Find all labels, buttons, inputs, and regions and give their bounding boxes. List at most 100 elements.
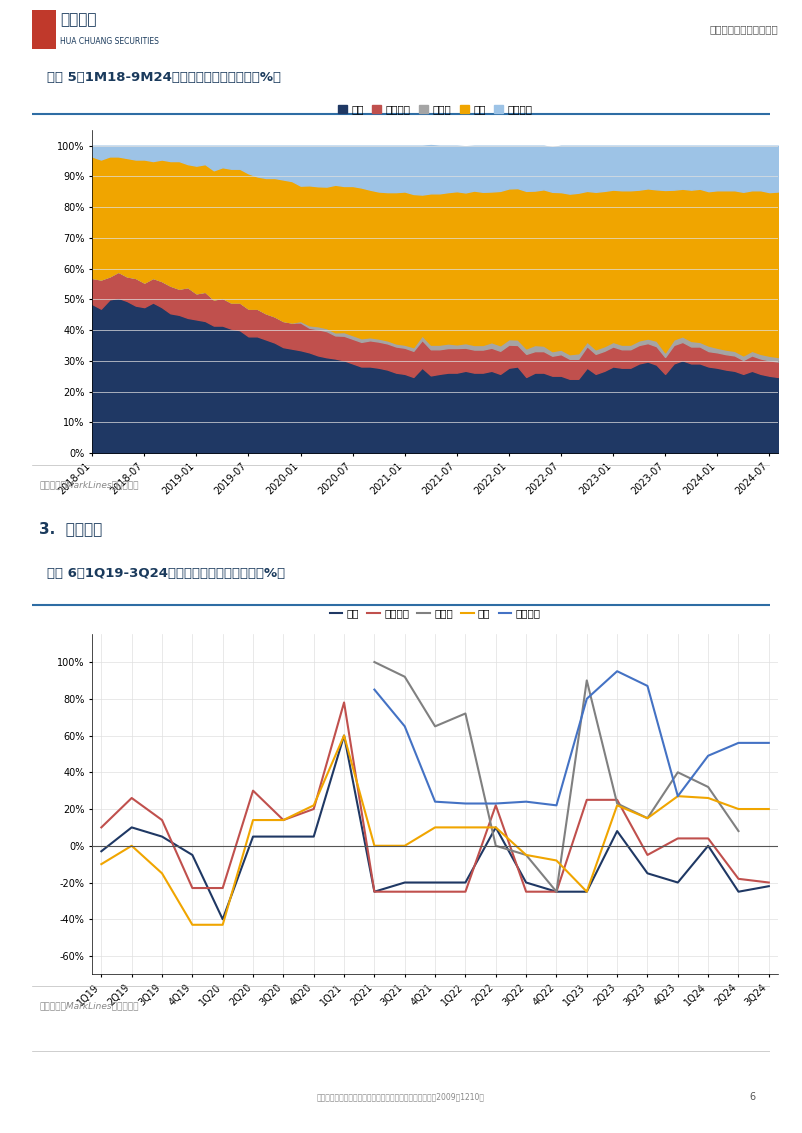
合资 [188, 849, 197, 862]
自主 [157, 867, 167, 880]
自主豪华 [370, 683, 379, 697]
Text: 资料来源：MarkLines、华创证券: 资料来源：MarkLines、华创证券 [39, 480, 139, 489]
自主 [400, 838, 410, 852]
合资 [612, 825, 622, 838]
自主 [430, 820, 439, 834]
Text: 华创证券: 华创证券 [60, 12, 97, 27]
Legend: 合资, 合资豪华, 特斯拉, 自主, 自主豪华: 合资, 合资豪华, 特斯拉, 自主, 自主豪华 [326, 604, 545, 622]
合资 [734, 885, 743, 898]
合资豪华 [249, 784, 258, 798]
特斯拉 [430, 719, 439, 733]
Text: 证监会审核华创证券投资咨询业务资格批文号：证监许可（2009）1210号: 证监会审核华创证券投资咨询业务资格批文号：证监许可（2009）1210号 [317, 1093, 485, 1101]
自主 [642, 811, 652, 825]
自主 [582, 885, 592, 898]
自主 [703, 791, 713, 804]
自主 [552, 853, 561, 867]
自主豪华 [491, 796, 500, 810]
合资 [642, 867, 652, 880]
Line: 自主豪华: 自主豪华 [375, 671, 769, 806]
特斯拉 [460, 707, 470, 721]
合资豪华 [460, 885, 470, 898]
合资豪华 [400, 885, 410, 898]
合资豪华 [96, 820, 106, 834]
自主豪华 [703, 749, 713, 763]
自主豪华 [400, 719, 410, 733]
合资 [703, 838, 713, 852]
合资 [278, 829, 288, 843]
合资 [249, 829, 258, 843]
Text: 资料来源：MarkLines、华创证券: 资料来源：MarkLines、华创证券 [39, 1002, 139, 1011]
合资豪华 [734, 872, 743, 886]
自主 [188, 918, 197, 931]
合资豪华 [157, 813, 167, 827]
合资 [400, 876, 410, 889]
合资豪华 [642, 849, 652, 862]
特斯拉 [400, 670, 410, 683]
合资 [582, 885, 592, 898]
合资豪华 [703, 832, 713, 845]
Text: 3.  季度数据: 3. 季度数据 [39, 521, 103, 536]
特斯拉 [370, 655, 379, 668]
合资 [370, 885, 379, 898]
自主 [460, 820, 470, 834]
特斯拉 [734, 825, 743, 838]
合资豪华 [127, 791, 136, 804]
自主 [764, 802, 774, 816]
自主 [521, 849, 531, 862]
自主 [673, 790, 683, 803]
Text: 图表 6：1Q19-3Q24分系列季度零售同比增速（%）: 图表 6：1Q19-3Q24分系列季度零售同比增速（%） [47, 566, 285, 580]
合资 [552, 885, 561, 898]
合资豪华 [764, 876, 774, 889]
自主 [96, 858, 106, 871]
特斯拉 [552, 885, 561, 898]
Text: HUA CHUANG SECURITIES: HUA CHUANG SECURITIES [60, 37, 159, 46]
合资豪华 [309, 802, 318, 816]
合资豪华 [218, 881, 228, 895]
合资 [460, 876, 470, 889]
特斯拉 [673, 766, 683, 780]
合资豪华 [491, 799, 500, 812]
合资豪华 [278, 813, 288, 827]
特斯拉 [703, 781, 713, 794]
特斯拉 [582, 674, 592, 688]
Legend: 合资, 合资豪华, 特斯拉, 自主, 自主豪华: 合资, 合资豪华, 特斯拉, 自主, 自主豪华 [334, 101, 537, 119]
合资 [764, 879, 774, 893]
自主豪华 [460, 796, 470, 810]
合资 [218, 912, 228, 926]
合资 [430, 876, 439, 889]
合资豪华 [521, 885, 531, 898]
特斯拉 [612, 796, 622, 810]
合资豪华 [612, 793, 622, 807]
合资豪华 [552, 885, 561, 898]
特斯拉 [491, 838, 500, 852]
合资 [521, 876, 531, 889]
自主 [218, 918, 228, 931]
合资豪华 [582, 793, 592, 807]
自主 [127, 838, 136, 852]
合资 [309, 829, 318, 843]
Text: 6: 6 [749, 1092, 755, 1102]
自主 [249, 813, 258, 827]
Line: 特斯拉: 特斯拉 [375, 662, 739, 892]
合资 [673, 876, 683, 889]
自主豪华 [734, 736, 743, 750]
Bar [32, 10, 56, 49]
自主 [339, 729, 349, 742]
自主豪华 [642, 679, 652, 692]
特斯拉 [642, 811, 652, 825]
特斯拉 [521, 849, 531, 862]
自主豪华 [521, 795, 531, 809]
自主豪华 [552, 799, 561, 812]
自主豪华 [430, 795, 439, 809]
自主豪华 [612, 664, 622, 678]
合资豪华 [188, 881, 197, 895]
自主 [278, 813, 288, 827]
合资豪华 [430, 885, 439, 898]
合资豪华 [673, 832, 683, 845]
Text: 汽车行业分城市零售跟踪: 汽车行业分城市零售跟踪 [709, 25, 778, 34]
合资 [491, 820, 500, 834]
自主 [370, 838, 379, 852]
合资豪华 [370, 885, 379, 898]
自主 [612, 799, 622, 812]
自主豪华 [673, 790, 683, 803]
